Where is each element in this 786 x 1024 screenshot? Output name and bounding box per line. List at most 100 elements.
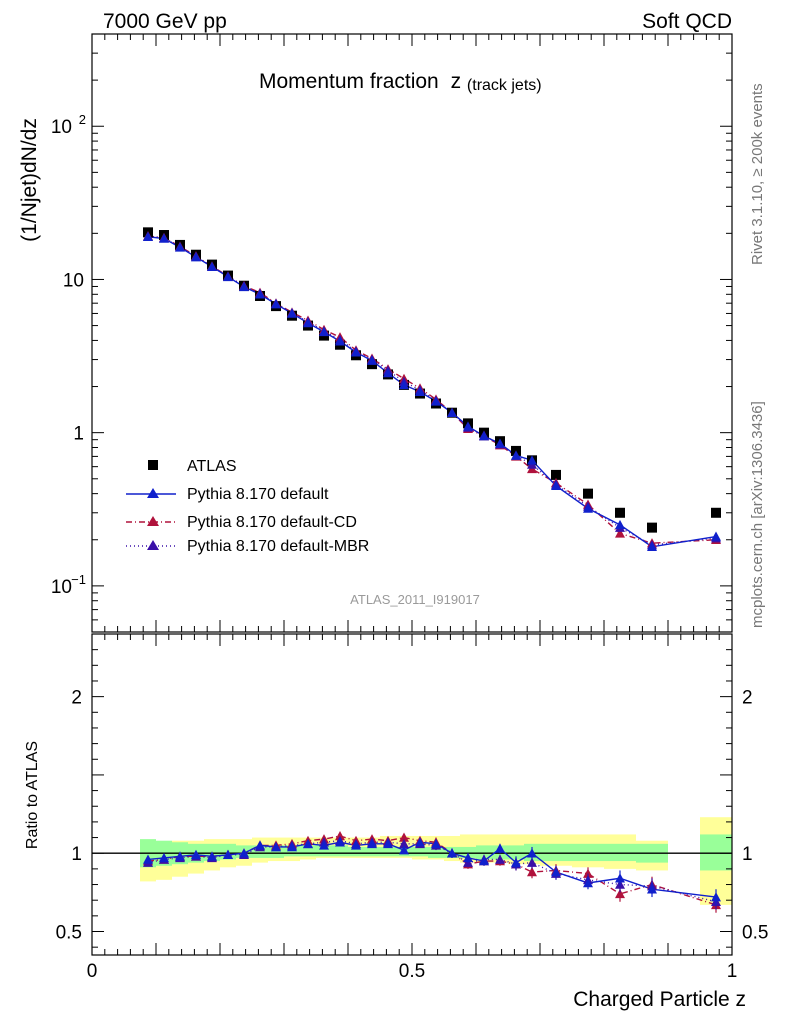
ratio-marker: [143, 854, 153, 864]
marker-pythia-8-170-default: [207, 261, 217, 272]
data-point-atlas: [647, 522, 657, 533]
plot-title-sub: (track jets): [467, 77, 542, 94]
x-tick-label: 0: [87, 961, 98, 982]
ratio-marker: [511, 857, 521, 867]
ratio-marker: [319, 840, 329, 850]
ratio-marker: [447, 848, 457, 858]
y-tick-label: 1: [73, 424, 84, 445]
marker-pythia-8-170-default: [431, 396, 441, 406]
uncertainty-band-inner: [700, 834, 732, 871]
ratio-marker: [527, 857, 537, 867]
marker-pythia-8-170-default: [255, 289, 265, 299]
ratio-ylabel: Ratio to ATLAS: [24, 741, 41, 849]
y-tick-label-exponent: −1: [71, 572, 86, 587]
ratio-marker: [335, 837, 345, 847]
ratio-marker: [383, 838, 393, 849]
ratio-marker: [239, 848, 249, 858]
ratio-y-tick-label-left: 1: [71, 844, 82, 865]
ratio-marker: [615, 873, 625, 883]
ratio-axes: 0 0.5 12 21 10.5 0.5: [56, 633, 768, 982]
uncertainty-band-inner: [460, 846, 476, 858]
ratio-marker: [415, 837, 425, 847]
uncertainty-band-inner: [428, 846, 444, 858]
ratio-marker: [399, 838, 409, 849]
ratio-marker: [463, 852, 473, 863]
uncertainty-band-inner: [332, 845, 348, 857]
main-series-layer: [143, 227, 721, 552]
marker-pythia-8-170-default: [527, 455, 537, 465]
ratio-marker: [223, 849, 233, 860]
ratio-marker: [615, 888, 625, 899]
legend-marker-mbr: [147, 540, 159, 550]
ratio-marker: [351, 840, 361, 850]
data-point-atlas: [711, 507, 721, 518]
marker-pythia-8-170-default: [479, 431, 489, 441]
uncertainty-band-inner: [300, 845, 316, 857]
legend-label-default: Pythia 8.170 default: [187, 486, 329, 503]
marker-pythia-8-170-default: [367, 355, 377, 365]
uncertainty-band-inner: [348, 846, 364, 857]
uncertainty-band-inner: [364, 846, 380, 857]
marker-pythia-8-170-default: [191, 252, 201, 262]
plot-title-var: z: [451, 70, 462, 93]
marker-pythia-8-170-default: [583, 503, 593, 513]
legend-marker-atlas: [148, 460, 158, 470]
ratio-series-layer: [143, 830, 721, 913]
marker-pythia-8-170-default: [383, 368, 393, 378]
ratio-y-tick-label-left: 2: [71, 688, 82, 709]
ratio-marker: [583, 877, 593, 888]
legend-marker-default: [147, 488, 159, 498]
uncertainty-band-inner: [476, 845, 492, 860]
legend-label-mbr: Pythia 8.170 default-MBR: [187, 538, 369, 555]
legend-marker-cd: [147, 516, 159, 526]
marker-pythia-8-170-default: [511, 450, 521, 460]
legend-label-atlas: ATLAS: [187, 458, 237, 475]
ratio-marker: [207, 851, 217, 861]
y-tick-label: 10: [51, 117, 72, 138]
ratio-marker: [711, 892, 721, 902]
uncertainty-band-inner: [380, 846, 396, 857]
uncertainty-band-inner: [412, 846, 428, 857]
marker-pythia-8-170-default: [175, 242, 185, 252]
plot-title-main: Momentum fraction: [259, 70, 439, 93]
marker-pythia-8-170-default: [159, 233, 169, 243]
side-label-bottom: mcplots.cern.ch [arXiv:1306.3436]: [749, 401, 766, 628]
ratio-marker: [255, 840, 265, 850]
uncertainty-band-inner: [572, 843, 604, 862]
marker-pythia-8-170-default: [711, 531, 721, 541]
marker-pythia-8-170-default: [615, 519, 625, 530]
marker-pythia-8-170-default-cd: [615, 528, 625, 538]
marker-pythia-8-170-default: [447, 407, 457, 417]
ratio-frame: [91, 633, 733, 956]
y-tick-label: 10: [51, 577, 72, 598]
marker-pythia-8-170-default: [463, 421, 473, 431]
marker-pythia-8-170-default: [399, 379, 409, 390]
ratio-marker: [191, 849, 201, 860]
ratio-marker: [551, 867, 561, 877]
uncertainty-band-inner: [604, 843, 636, 862]
y-tick-label: 10: [63, 270, 84, 291]
ratio-marker: [527, 848, 537, 858]
ratio-marker: [495, 854, 505, 864]
marker-pythia-8-170-default: [551, 480, 561, 491]
data-point-atlas: [583, 488, 593, 499]
ratio-marker: [367, 838, 377, 849]
legend-label-cd: Pythia 8.170 default-CD: [187, 514, 357, 531]
ratio-y-tick-label-right: 0.5: [742, 923, 768, 944]
ratio-marker: [271, 841, 281, 852]
ratio-y-tick-label-right: 2: [742, 688, 753, 709]
marker-pythia-8-170-default: [303, 317, 313, 328]
marker-pythia-8-170-default: [319, 326, 329, 337]
marker-pythia-8-170-default: [143, 231, 153, 241]
ratio-marker: [495, 843, 505, 853]
ratio-line-pythia-8-170-default-cd: [147, 835, 717, 906]
ratio-y-tick-label-left: 0.5: [56, 923, 82, 944]
data-point-atlas: [551, 469, 561, 480]
y-tick-label-exponent: 2: [79, 112, 86, 127]
analysis-label: ATLAS_2011_I919017: [350, 592, 480, 607]
ratio-marker: [479, 856, 489, 866]
ratio-marker: [399, 845, 409, 855]
xlabel: Charged Particle z: [573, 988, 746, 1011]
uncertainty-band-inner: [316, 845, 332, 857]
